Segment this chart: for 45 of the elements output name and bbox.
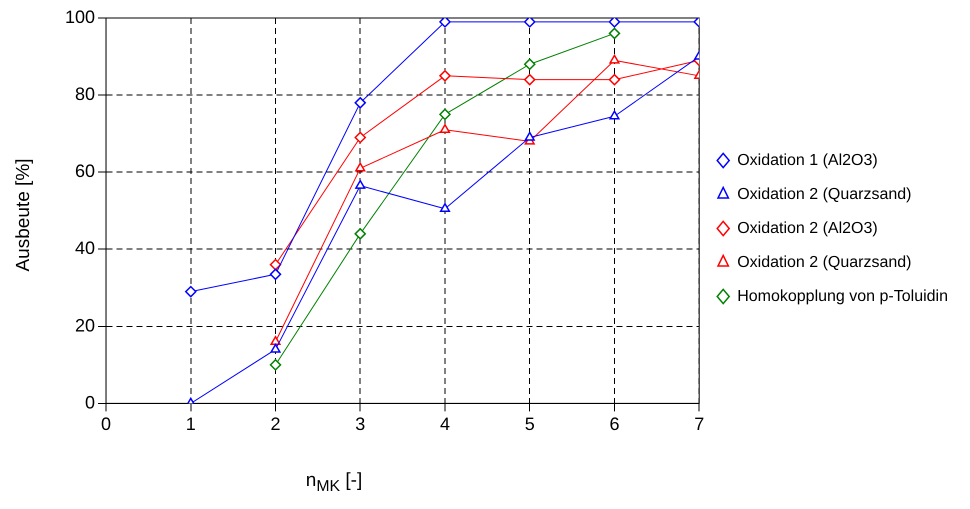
point (524, 58, 536, 70)
point (608, 74, 620, 86)
y-tick-label: 20 (75, 315, 96, 336)
point (608, 18, 620, 28)
point (355, 180, 366, 189)
y-axis-title: Ausbeute [%] (13, 158, 35, 272)
point (608, 28, 620, 40)
x-tick-label: 7 (694, 414, 704, 434)
point (439, 18, 451, 28)
y-tick-label: 0 (85, 392, 96, 412)
y-tick-label: 60 (75, 161, 96, 182)
y-tick-label: 40 (75, 238, 96, 258)
point (440, 124, 450, 134)
legend-label: Oxidation 2 (Al2O3) (737, 220, 878, 237)
point (270, 336, 281, 345)
y-tick-label: 80 (75, 84, 96, 104)
point (354, 97, 366, 109)
point (439, 108, 451, 120)
x-axis-title: n$_{MK}$ [-] (304, 470, 364, 496)
point (524, 18, 536, 28)
x-tick-label: 0 (101, 414, 112, 434)
point (270, 344, 281, 353)
y-tick-label: 100 (64, 6, 96, 27)
point (185, 286, 197, 298)
point (355, 162, 366, 172)
point (270, 258, 282, 270)
point (354, 228, 366, 240)
point (524, 132, 535, 141)
point (270, 268, 282, 280)
legend-label: Oxidation 2 (Quarzsand) (737, 254, 912, 271)
x-tick-label: 2 (270, 414, 281, 434)
point (440, 203, 450, 212)
point (354, 132, 366, 144)
legend-label: Oxidation 2 (Quarzsand) (737, 186, 912, 203)
x-tick-label: 1 (186, 414, 196, 434)
x-tick-label: 6 (609, 414, 620, 434)
point (609, 54, 620, 64)
point (609, 110, 620, 120)
point (524, 74, 536, 86)
legend-label: Oxidation 1 (Al2O3) (737, 152, 878, 169)
x-tick-label: 5 (524, 414, 535, 434)
x-tick-label: 3 (355, 414, 366, 434)
legend-label: Homokopplung von p-Toluidin (737, 288, 948, 305)
point (439, 70, 451, 82)
x-tick-label: 4 (440, 414, 450, 434)
